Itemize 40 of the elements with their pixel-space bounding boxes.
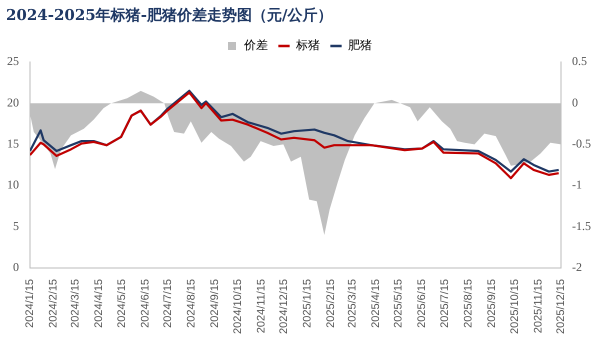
- x-tick-label: 2025/6/15: [416, 278, 428, 328]
- x-tick-label: 2024/11/15: [255, 278, 268, 334]
- y2-tick-label: 0: [572, 95, 578, 110]
- x-tick-label: 2025/8/15: [462, 278, 474, 328]
- y-tick-label: 5: [13, 218, 19, 233]
- y-tick-label: 15: [7, 136, 19, 151]
- x-tick-label: 2025/4/15: [370, 278, 382, 328]
- legend-label: 价差: [243, 38, 268, 52]
- x-tick-label: 2024/9/15: [209, 278, 222, 328]
- x-tick-label: 2025/1/15: [302, 278, 314, 328]
- x-tick-label: 2024/5/15: [116, 278, 128, 328]
- y-tick-label: 0: [13, 260, 19, 274]
- y2-tick-label: 0.5: [572, 54, 588, 68]
- y2-tick-label: -1: [572, 178, 582, 192]
- y-tick-label: 25: [7, 54, 19, 68]
- y2-tick-label: -2: [572, 260, 582, 274]
- y2-tick-label: -1.5: [572, 218, 592, 233]
- x-tick-label: 2025/11/15: [532, 278, 544, 334]
- x-tick-label: 2025/2/15: [325, 278, 338, 328]
- x-tick-label: 2024/1/15: [24, 278, 36, 328]
- y-tick-label: 20: [7, 95, 19, 110]
- x-tick-label: 2024/12/15: [278, 278, 290, 334]
- x-tick-label: 2024/10/15: [232, 278, 244, 334]
- x-tick-label: 2024/3/15: [70, 278, 82, 328]
- chart-title: 2024-2025年标猪-肥猪价差走势图（元/公斤）: [5, 5, 334, 26]
- legend-label: 标猪: [295, 38, 320, 52]
- x-tick-label: 2024/7/15: [162, 278, 174, 328]
- x-tick-label: 2025/12/15: [555, 278, 568, 334]
- x-tick-label: 2025/10/15: [508, 278, 521, 334]
- x-tick-label: 2024/6/15: [139, 278, 152, 328]
- legend-label: 肥猪: [348, 38, 372, 52]
- y-tick-label: 10: [7, 178, 19, 192]
- x-tick-label: 2024/8/15: [186, 278, 198, 328]
- x-tick-label: 2025/9/15: [486, 278, 498, 328]
- x-tick-label: 2025/3/15: [346, 278, 358, 328]
- x-tick-label: 2024/2/15: [48, 278, 60, 328]
- x-tick-label: 2024/4/15: [93, 278, 106, 328]
- x-tick-label: 2025/7/15: [438, 278, 451, 328]
- x-tick-label: 2025/5/15: [392, 278, 405, 328]
- y2-tick-label: -0.5: [572, 136, 592, 151]
